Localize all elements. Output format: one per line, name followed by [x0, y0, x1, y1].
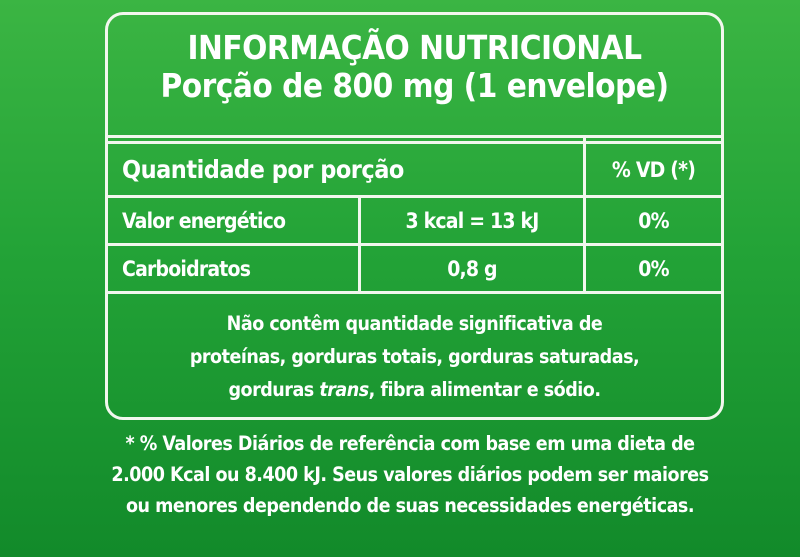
nutrient-name: Valor energético	[122, 208, 286, 233]
nutrient-dv: 0%	[638, 256, 669, 281]
divider	[108, 141, 721, 144]
column-divider	[583, 135, 586, 294]
column-divider	[358, 195, 361, 294]
header-quantity: Quantidade por porção	[122, 155, 404, 184]
insignificant-nutrients-note: Não contêm quantidade significativa de p…	[108, 307, 721, 406]
title: INFORMAÇÃO NUTRICIONAL	[187, 28, 642, 67]
nutrient-dv: 0%	[638, 208, 669, 233]
nutrient-amount: 3 kcal = 13 kJ	[405, 208, 540, 233]
note-line: gorduras trans, fibra alimentar e sódio.	[108, 373, 721, 406]
note-text: , fibra alimentar e sódio.	[368, 378, 601, 401]
serving-size: Porção de 800 mg (1 envelope)	[160, 66, 669, 105]
nutrition-facts-panel: INFORMAÇÃO NUTRICIONAL Porção de 800 mg …	[105, 12, 724, 420]
nutrient-amount: 0,8 g	[447, 256, 497, 281]
panel-heading: INFORMAÇÃO NUTRICIONAL Porção de 800 mg …	[108, 29, 721, 105]
divider	[108, 195, 721, 198]
divider	[108, 243, 721, 246]
note-text: gorduras	[228, 378, 320, 401]
footnote-line: * % Valores Diários de referência com ba…	[125, 432, 695, 455]
nutrient-name: Carboidratos	[122, 256, 251, 281]
footnote-line: 2.000 Kcal ou 8.400 kJ. Seus valores diá…	[111, 463, 709, 486]
note-italic-text: trans	[319, 378, 369, 401]
note-line: Não contêm quantidade significativa de	[226, 312, 603, 335]
daily-values-footnote: * % Valores Diários de referência com ba…	[60, 428, 760, 521]
divider	[108, 135, 721, 138]
header-dv: % VD (*)	[611, 157, 696, 182]
note-line: proteínas, gorduras totais, gorduras sat…	[189, 345, 640, 368]
divider	[108, 291, 721, 294]
footnote-line: ou menores dependendo de suas necessidad…	[125, 494, 695, 517]
